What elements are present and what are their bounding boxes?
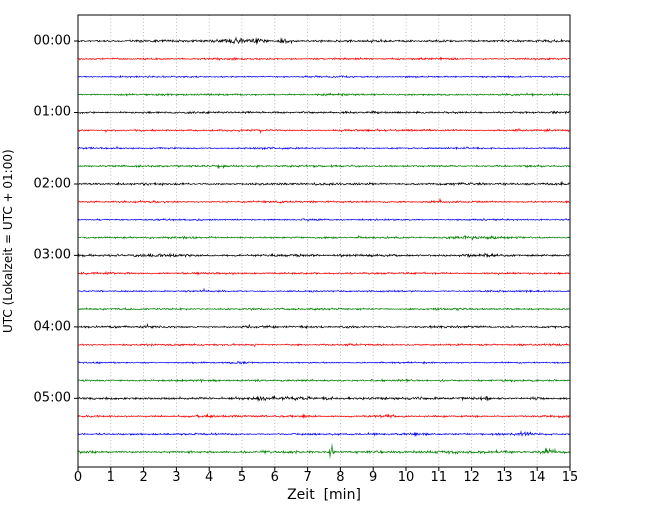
x-tick-label: 6 xyxy=(270,470,279,485)
x-tick-label: 2 xyxy=(139,470,148,485)
x-tick-label: 14 xyxy=(528,470,546,485)
y-tick-label: 02:00 xyxy=(33,176,71,192)
x-tick-label: 8 xyxy=(336,470,345,485)
x-tick-label: 13 xyxy=(496,470,513,485)
y-tick-label: 01:00 xyxy=(33,104,71,120)
x-tick-label: 12 xyxy=(463,470,480,485)
y-tick-label: 05:00 xyxy=(33,390,71,406)
x-tick-label: 0 xyxy=(73,470,83,485)
x-tick-label: 3 xyxy=(172,470,181,485)
x-tick-label: 7 xyxy=(303,470,312,485)
x-axis-label: Zeit [min] xyxy=(287,487,361,503)
y-tick-label: 00:00 xyxy=(33,33,71,49)
x-tick-label: 10 xyxy=(397,470,415,485)
y-axis-label: UTC (Lokalzeit = UTC + 01:00) xyxy=(1,149,15,333)
y-tick-label: 03:00 xyxy=(33,247,71,263)
y-tick-label: 04:00 xyxy=(33,319,71,335)
x-tick-label: 1 xyxy=(106,470,115,485)
x-tick-label: 11 xyxy=(430,470,448,485)
x-tick-label: 5 xyxy=(237,470,247,485)
x-tick-label: 9 xyxy=(369,470,378,485)
x-tick-label: 4 xyxy=(205,470,214,485)
x-tick-label: 15 xyxy=(561,470,579,485)
